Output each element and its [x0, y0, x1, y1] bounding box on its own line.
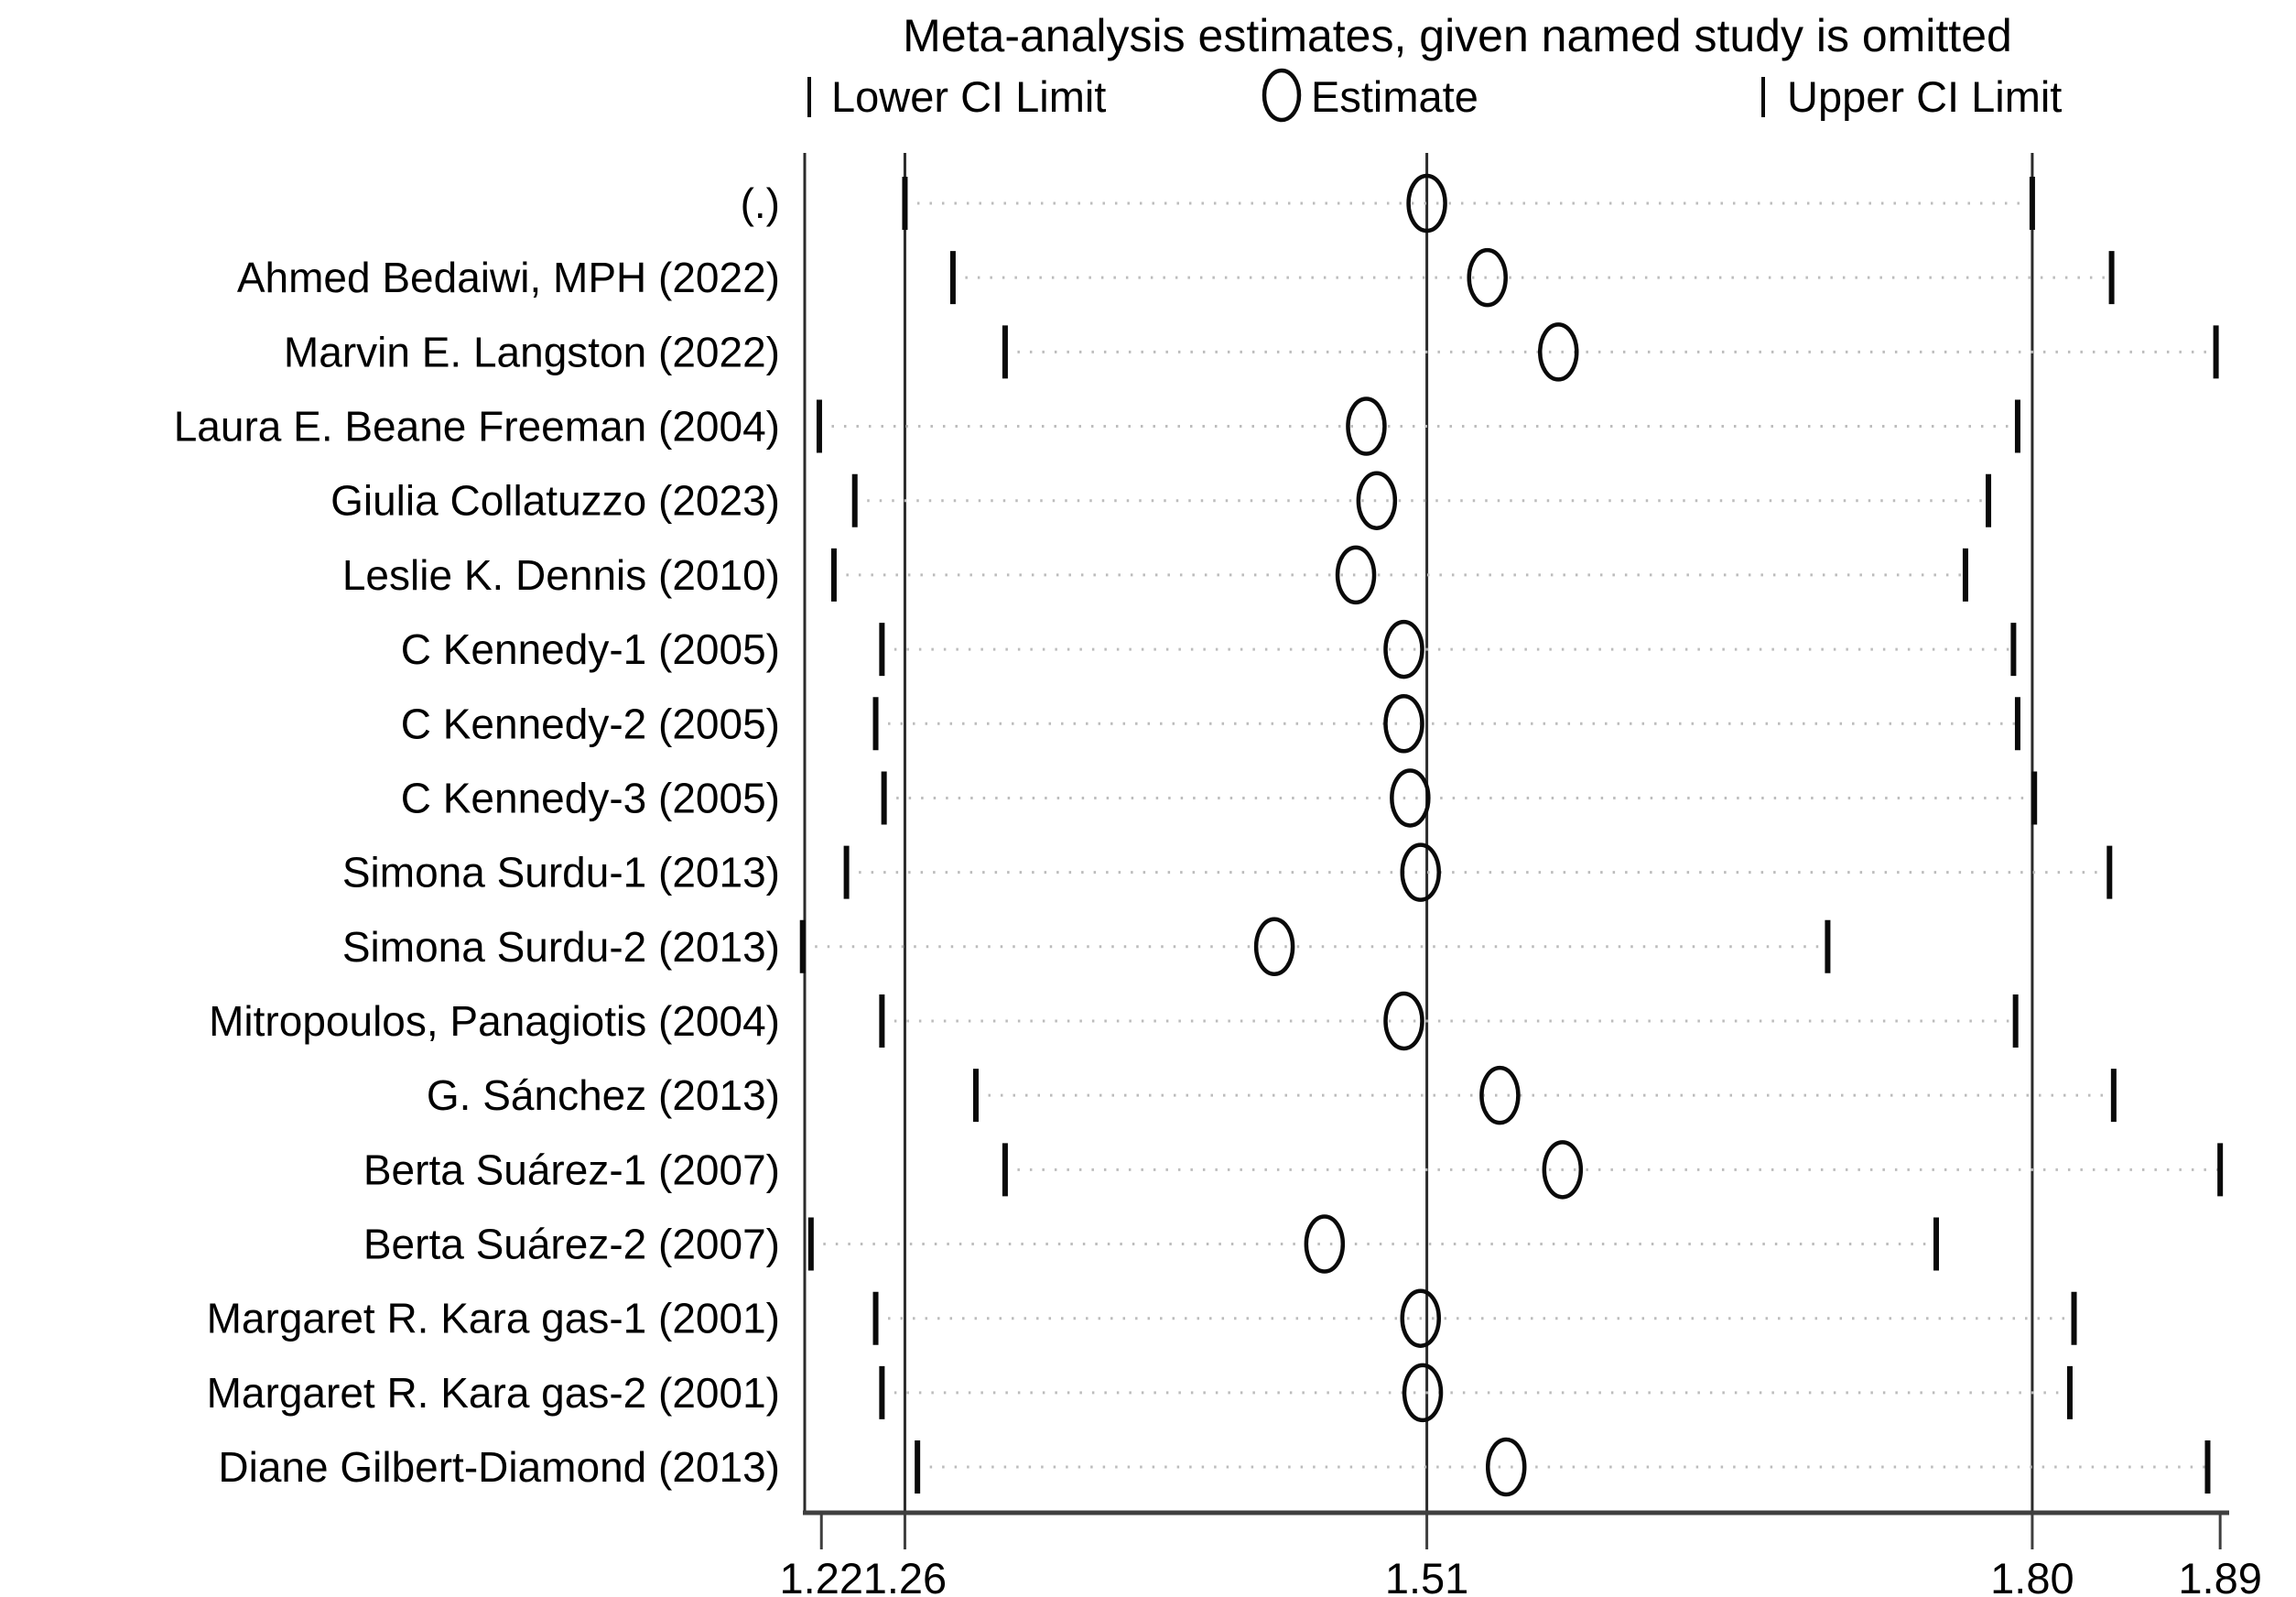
study-row: Berta Suárez-1 (2007) — [363, 1140, 2224, 1200]
study-row: Margaret R. Kara gas-2 (2001) — [207, 1363, 2073, 1423]
reference-lines — [803, 153, 2034, 1513]
estimate-circle — [1406, 173, 1447, 234]
estimate-circle — [1253, 917, 1295, 977]
study-label: Mitropoulos, Panagiotis (2004) — [209, 997, 780, 1045]
study-label: Berta Suárez-2 (2007) — [363, 1221, 780, 1268]
estimate-circle — [1479, 1065, 1521, 1125]
estimate-circle — [1485, 1437, 1527, 1497]
study-label: Marvin E. Langston (2022) — [284, 328, 780, 375]
study-row: Margaret R. Kara gas-1 (2001) — [207, 1288, 2077, 1348]
study-label: Diane Gilbert-Diamond (2013) — [218, 1443, 780, 1491]
estimate-circle — [1400, 1288, 1441, 1348]
estimate-circle — [1390, 768, 1431, 828]
study-row: Mitropoulos, Panagiotis (2004) — [209, 991, 2019, 1051]
study-label: Leslie K. Dennis (2010) — [342, 551, 780, 599]
estimate-circle — [1402, 1363, 1444, 1423]
study-row: Diane Gilbert-Diamond (2013) — [218, 1437, 2211, 1497]
x-axis-tick-label: 1.22 — [780, 1554, 863, 1597]
study-row: C Kennedy-1 (2005) — [401, 619, 2017, 679]
x-axis-tick-label: 1.26 — [863, 1554, 947, 1597]
x-axis-tick-label: 1.80 — [1990, 1554, 2074, 1597]
study-row: Simona Surdu-2 (2013) — [342, 917, 1831, 977]
study-row: Laura E. Beane Freeman (2004) — [174, 397, 2020, 456]
study-label: Laura E. Beane Freeman (2004) — [174, 403, 780, 451]
study-label: Ahmed Bedaiwi, MPH (2022) — [237, 254, 780, 301]
study-row: Marvin E. Langston (2022) — [284, 322, 2219, 382]
x-axis-tick-label: 1.51 — [1385, 1554, 1468, 1597]
study-row: C Kennedy-3 (2005) — [401, 768, 2038, 828]
study-row: Leslie K. Dennis (2010) — [342, 545, 1968, 605]
estimate-circle — [1383, 619, 1424, 679]
study-row: Simona Surdu-1 (2013) — [342, 842, 2113, 902]
study-row: Giulia Collatuzzo (2023) — [330, 471, 1992, 530]
study-row: Ahmed Bedaiwi, MPH (2022) — [237, 247, 2115, 308]
estimate-circle — [1346, 397, 1387, 456]
estimate-circle — [1542, 1140, 1584, 1200]
estimate-circle — [1537, 322, 1579, 382]
chart-title: Meta-analysis estimates, given named stu… — [903, 10, 2012, 61]
study-label: C Kennedy-2 (2005) — [401, 700, 780, 747]
study-row: G. Sánchez (2013) — [427, 1065, 2117, 1125]
legend-estimate-circle-icon — [1262, 68, 1302, 123]
study-label: Berta Suárez-1 (2007) — [363, 1146, 780, 1193]
study-label: Simona Surdu-1 (2013) — [342, 849, 780, 896]
estimate-circle — [1400, 842, 1441, 902]
estimate-circle — [1304, 1214, 1346, 1274]
estimate-circle — [1383, 991, 1424, 1051]
estimate-circle — [1356, 471, 1398, 530]
legend: Lower CI Limit Estimate Upper CI Limit — [807, 68, 2062, 123]
study-label: C Kennedy-1 (2005) — [401, 625, 780, 673]
study-row: C Kennedy-2 (2005) — [401, 694, 2020, 754]
study-rows: (.) Ahmed Bedaiwi, MPH (2022) Marvin E. La… — [174, 173, 2224, 1497]
x-axis-tick-label: 1.89 — [2178, 1554, 2261, 1597]
x-axis: 1.22 1.26 1.51 1.80 1.89 — [780, 1510, 2262, 1597]
study-label: Giulia Collatuzzo (2023) — [330, 477, 780, 525]
legend-estimate-label: Estimate — [1311, 72, 1478, 121]
legend-lower-ci-label: Lower CI Limit — [831, 72, 1106, 121]
study-row: Berta Suárez-2 (2007) — [363, 1214, 1940, 1274]
estimate-circle — [1335, 545, 1377, 605]
study-row: (.) — [741, 173, 2035, 234]
study-label: C Kennedy-3 (2005) — [401, 774, 780, 821]
study-label: (.) — [741, 179, 780, 227]
study-label: Margaret R. Kara gas-1 (2001) — [207, 1295, 780, 1342]
study-label: Margaret R. Kara gas-2 (2001) — [207, 1369, 780, 1417]
legend-upper-ci-label: Upper CI Limit — [1787, 72, 2062, 121]
study-label: G. Sánchez (2013) — [427, 1071, 780, 1119]
estimate-circle — [1383, 694, 1424, 754]
estimate-circle — [1467, 247, 1508, 308]
study-label: Simona Surdu-2 (2013) — [342, 923, 780, 971]
